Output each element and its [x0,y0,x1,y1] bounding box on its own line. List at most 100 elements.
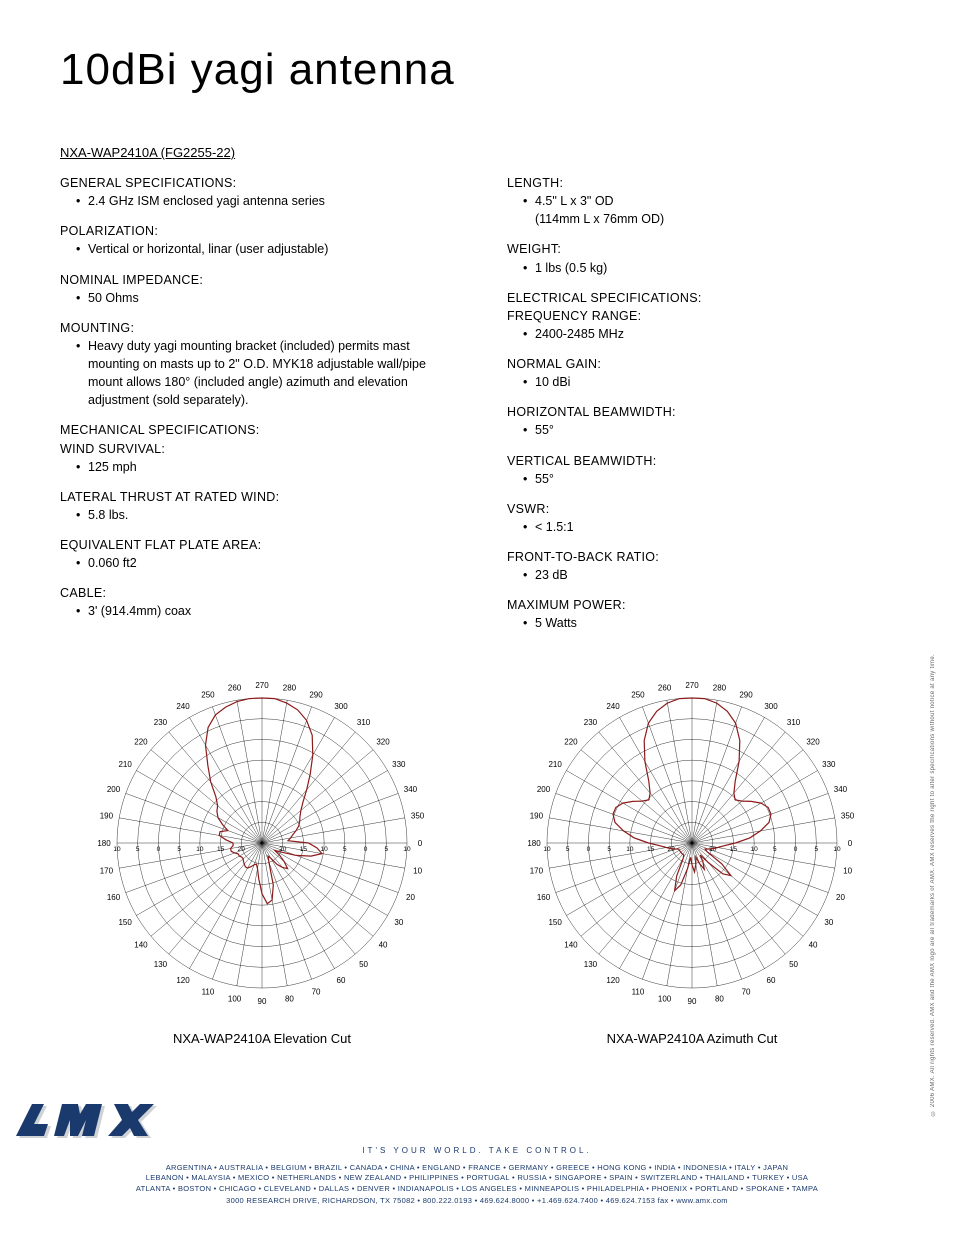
svg-text:330: 330 [392,760,406,769]
svg-text:40: 40 [809,940,818,949]
svg-text:340: 340 [834,784,848,793]
spec-heading: POLARIZATION: [60,222,447,240]
svg-text:10: 10 [413,866,422,875]
azimuth-polar-svg: 0102030405060708090100110120130140150160… [492,665,892,1025]
spec-block: MAXIMUM POWER:5 Watts [507,596,894,632]
svg-text:0: 0 [364,846,368,853]
svg-text:100: 100 [658,994,672,1003]
svg-text:320: 320 [376,737,390,746]
svg-text:140: 140 [564,940,578,949]
spec-subheading: WIND SURVIVAL: [60,440,447,458]
svg-text:190: 190 [530,811,544,820]
svg-text:210: 210 [118,760,132,769]
svg-text:180: 180 [527,839,541,848]
spec-block: LENGTH:4.5" L x 3" OD(114mm L x 76mm OD) [507,174,894,228]
spec-item: 1 lbs (0.5 kg) [507,259,894,277]
spec-heading: HORIZONTAL BEAMWIDTH: [507,403,894,421]
left-column: GENERAL SPECIFICATIONS:2.4 GHz ISM enclo… [60,174,447,645]
tagline: IT'S YOUR WORLD. TAKE CONTROL. [0,1146,954,1155]
svg-text:250: 250 [631,690,645,699]
page-title: 10dBi yagi antenna [60,45,894,95]
spec-heading: LATERAL THRUST AT RATED WIND: [60,488,447,506]
svg-text:30: 30 [824,918,833,927]
svg-text:290: 290 [309,690,323,699]
svg-text:20: 20 [406,893,415,902]
svg-text:220: 220 [564,737,578,746]
svg-text:60: 60 [767,975,776,984]
svg-text:280: 280 [713,683,727,692]
spec-heading: GENERAL SPECIFICATIONS: [60,174,447,192]
spec-heading: MOUNTING: [60,319,447,337]
svg-text:10: 10 [751,846,759,853]
svg-text:0: 0 [587,846,591,853]
svg-text:10: 10 [321,846,329,853]
svg-text:60: 60 [337,975,346,984]
svg-text:350: 350 [411,811,425,820]
svg-text:330: 330 [822,760,836,769]
svg-text:230: 230 [154,717,168,726]
spec-heading: EQUIVALENT FLAT PLATE AREA: [60,536,447,554]
svg-text:300: 300 [334,702,348,711]
spec-item: 125 mph [60,458,447,476]
spec-block: ELECTRICAL SPECIFICATIONS:FREQUENCY RANG… [507,289,894,343]
spec-item-cont: (114mm L x 76mm OD) [507,210,894,228]
svg-text:190: 190 [100,811,114,820]
spec-block: GENERAL SPECIFICATIONS:2.4 GHz ISM enclo… [60,174,447,210]
spec-heading: CABLE: [60,584,447,602]
spec-block: VERTICAL BEAMWIDTH:55° [507,452,894,488]
spec-item: Heavy duty yagi mounting bracket (includ… [60,337,447,410]
spec-heading: VSWR: [507,500,894,518]
spec-item: 5 Watts [507,614,894,632]
svg-text:120: 120 [176,975,190,984]
svg-text:180: 180 [97,839,111,848]
spec-block: WEIGHT:1 lbs (0.5 kg) [507,240,894,276]
svg-text:90: 90 [258,997,267,1006]
spec-item: 4.5" L x 3" OD [507,192,894,210]
spec-heading: VERTICAL BEAMWIDTH: [507,452,894,470]
svg-text:20: 20 [238,846,246,853]
spec-item: Vertical or horizontal, linar (user adju… [60,240,447,258]
svg-text:120: 120 [606,975,620,984]
svg-text:80: 80 [285,994,294,1003]
svg-text:50: 50 [789,960,798,969]
polar-charts: 0102030405060708090100110120130140150160… [60,665,894,1046]
spec-heading: NORMAL GAIN: [507,355,894,373]
svg-text:240: 240 [176,702,190,711]
elevation-caption: NXA-WAP2410A Elevation Cut [173,1031,351,1046]
cities-line: LEBANON • MALAYSIA • MEXICO • NETHERLAND… [40,1173,914,1184]
footer: IT'S YOUR WORLD. TAKE CONTROL. ARGENTINA… [0,1100,954,1206]
svg-text:160: 160 [107,893,121,902]
elevation-chart: 0102030405060708090100110120130140150160… [62,665,462,1046]
spec-block: NOMINAL IMPEDANCE:50 Ohms [60,271,447,307]
svg-text:320: 320 [806,737,820,746]
svg-text:210: 210 [548,760,562,769]
amx-logo [0,1100,954,1142]
spec-heading: MAXIMUM POWER: [507,596,894,614]
svg-text:5: 5 [814,846,818,853]
svg-text:250: 250 [201,690,215,699]
address-line: 3000 RESEARCH DRIVE, RICHARDSON, TX 7508… [0,1196,954,1205]
spec-block: FRONT-TO-BACK RATIO:23 dB [507,548,894,584]
svg-text:160: 160 [537,893,551,902]
svg-text:170: 170 [530,866,544,875]
svg-text:30: 30 [394,918,403,927]
spec-item: 5.8 lbs. [60,506,447,524]
svg-text:340: 340 [404,784,418,793]
azimuth-caption: NXA-WAP2410A Azimuth Cut [607,1031,778,1046]
svg-text:350: 350 [841,811,855,820]
svg-text:5: 5 [384,846,388,853]
svg-text:20: 20 [668,846,676,853]
svg-text:0: 0 [794,846,798,853]
spec-item: 0.060 ft2 [60,554,447,572]
svg-text:15: 15 [217,846,225,853]
svg-text:20: 20 [709,846,717,853]
svg-text:0: 0 [157,846,161,853]
svg-text:200: 200 [537,784,551,793]
svg-text:5: 5 [773,846,777,853]
svg-text:20: 20 [836,893,845,902]
svg-text:5: 5 [177,846,181,853]
spec-block: LATERAL THRUST AT RATED WIND:5.8 lbs. [60,488,447,524]
svg-text:10: 10 [626,846,634,853]
svg-text:70: 70 [312,987,321,996]
svg-text:110: 110 [632,987,645,996]
